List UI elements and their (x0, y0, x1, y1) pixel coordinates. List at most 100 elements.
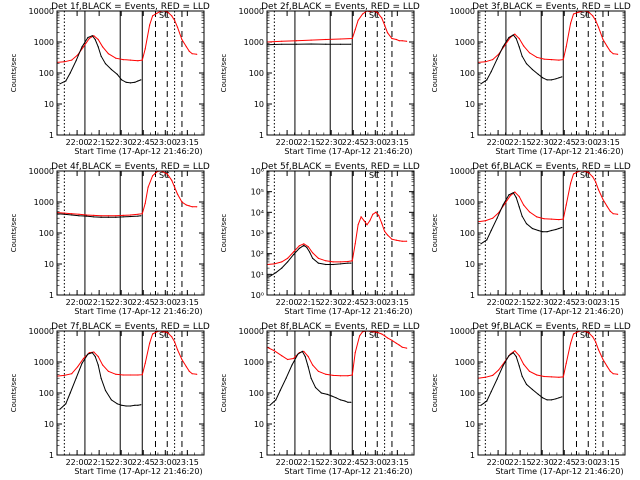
events-series-line-point (116, 73, 118, 75)
lld-series-line-point (191, 206, 193, 208)
events-series-line-point (137, 80, 139, 82)
plot-frame (56, 10, 205, 136)
x-tick-label: 22:30 (110, 138, 133, 147)
events-series-line-point (81, 46, 83, 48)
lld-series-line-point (171, 179, 173, 181)
x-tick-label: 22:00 (487, 298, 510, 307)
lld-series-line-point (144, 362, 146, 364)
lld-series-line-point (63, 212, 65, 214)
lld-series-line (478, 11, 618, 63)
lld-series-line-point (97, 355, 99, 358)
lld-series-line-point (543, 58, 545, 60)
lld-series-line-point (606, 366, 609, 368)
x-axis-label: Start Time (17-Apr-12 21:46:20) (495, 307, 623, 316)
lld-series-line-point (196, 373, 198, 375)
lld-series-line-point (523, 204, 525, 206)
lld-series-line-point (376, 331, 378, 333)
lld-series-line-point (401, 346, 403, 348)
events-series-line-point (496, 217, 498, 219)
events-series-line-point (537, 393, 539, 395)
y-axis-label: Counts/sec (10, 374, 18, 413)
events-series-line-point (558, 397, 560, 399)
y-tick-label: 1 (49, 131, 54, 140)
y-tick-label: 10 (254, 420, 264, 429)
lld-series-line-point (577, 11, 579, 13)
lld-series-line-point (606, 206, 609, 208)
events-series-line-point (515, 355, 517, 358)
events-series-line-point (480, 404, 482, 406)
lld-series-line-point (609, 210, 611, 212)
events-series-line-point (87, 353, 89, 355)
x-axis-label: Start Time (17-Apr-12 21:46:20) (284, 467, 412, 476)
lld-series-line-point (592, 176, 594, 178)
lld-series-line-point (107, 53, 109, 55)
lld-series-line-point (281, 355, 283, 357)
lld-series-line-point (78, 213, 80, 215)
lld-series-line-point (273, 350, 275, 352)
lld-series-line-point (360, 216, 362, 218)
y-tick-label: 1 (470, 291, 475, 300)
events-series-line-point (140, 215, 142, 217)
lld-series-line-point (612, 373, 614, 375)
x-tick-label: 22:30 (110, 298, 133, 307)
y-tick-label: 10 (465, 420, 475, 429)
y-tick-label: 1000 (34, 358, 54, 367)
lld-series-line-point (82, 46, 85, 48)
lld-series-line-point (317, 257, 319, 259)
y-axis-label: Counts/sec (431, 374, 439, 413)
events-series-line-point (122, 216, 124, 218)
panel-title: Det 7f,BLACK = Events, RED = LLD (51, 322, 210, 332)
lld-series-line-point (518, 37, 520, 40)
events-series-line-point (71, 214, 73, 216)
lld-series-line-point (176, 349, 179, 351)
events-series-line-point (350, 401, 352, 403)
lld-series-line-point (514, 350, 516, 352)
lld-series-line-point (523, 363, 525, 365)
lld-series-line-point (303, 350, 305, 352)
x-tick-label: 23:15 (386, 458, 409, 467)
lld-series-line-point (572, 333, 575, 335)
events-series-line-point (91, 352, 93, 354)
events-series-line-point (129, 215, 132, 218)
lld-series-line-point (518, 195, 520, 198)
x-tick-label: 22:00 (66, 138, 89, 147)
lld-series-line-point (292, 251, 295, 253)
x-tick-label: 22:00 (487, 138, 510, 147)
lld-series-line-point (484, 220, 486, 222)
lld-series-line-point (570, 182, 572, 184)
events-series-line-point (275, 399, 277, 401)
x-tick-label: 22:15 (509, 138, 532, 147)
y-tick-label: 1 (49, 451, 54, 460)
lld-series-line-point (592, 15, 594, 17)
x-tick-label: 23:00 (154, 298, 177, 307)
lld-series-line-point (595, 341, 597, 343)
x-tick-label: 23:15 (176, 298, 199, 307)
y-tick-label: 10² (251, 250, 264, 259)
x-tick-label: 23:00 (364, 138, 387, 147)
events-series-line-point (121, 404, 123, 406)
panel-title: Det 2f,BLACK = Events, RED = LLD (261, 2, 420, 12)
events-series-line-point (339, 263, 342, 265)
y-tick-label: 10 (465, 260, 475, 269)
x-tick-label: 22:00 (66, 458, 89, 467)
events-series-line-point (320, 392, 322, 394)
lld-series-line-point (391, 238, 393, 240)
events-series-line-point (537, 73, 539, 75)
x-tick-label: 22:45 (132, 458, 155, 467)
lld-series-line-point (129, 214, 132, 216)
x-tick-label: 22:45 (342, 138, 365, 147)
events-series-line-point (116, 403, 118, 405)
lld-series-line-point (137, 60, 139, 62)
y-tick-label: 10000 (239, 327, 264, 336)
y-tick-label: 1000 (244, 38, 264, 47)
events-series-line-point (550, 229, 553, 232)
lld-series-line-point (570, 342, 572, 344)
lld-series-line-point (550, 59, 553, 61)
x-tick-label: 23:15 (176, 138, 199, 147)
lld-series-line-point (550, 376, 553, 378)
lld-series-line-point (395, 239, 397, 241)
events-series-line-point (335, 397, 337, 399)
x-tick-label: 22:15 (88, 298, 111, 307)
y-tick-label: 10000 (450, 167, 475, 176)
